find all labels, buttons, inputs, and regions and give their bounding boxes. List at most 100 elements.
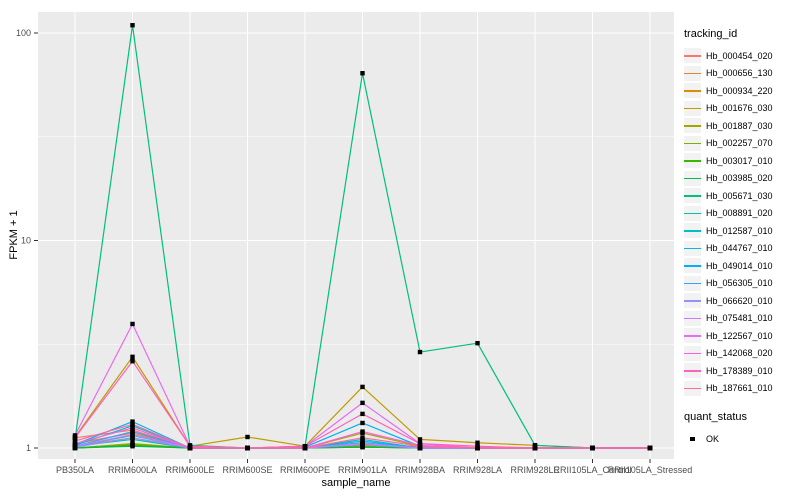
data-point [130,435,135,440]
data-point [360,384,365,390]
data-point [360,420,365,426]
legend-key-line-icon [684,230,701,232]
legend-entry: Hb_000454_020 [684,47,798,65]
x-tick-label: RRII105LA_Control [553,465,631,475]
legend-entry: Hb_001887_030 [684,117,798,135]
data-point [475,440,480,445]
legend-key-line-icon [684,300,701,302]
data-point [130,23,135,28]
legend-entry: Hb_005671_030 [684,187,798,205]
legend-key-swatch [684,170,701,186]
legend-entry-label: Hb_142068_020 [706,348,773,359]
legend-key-swatch [684,240,701,256]
data-point [360,435,365,440]
legend-entry-label: Hb_005671_030 [706,190,773,201]
legend-key-line-icon [684,370,701,372]
data-point [647,445,653,451]
legend-entry-label: Hb_001676_030 [706,103,773,114]
data-point [130,359,135,364]
data-point [360,429,365,434]
data-point [130,321,135,327]
legend-entry-label: Hb_008891_020 [706,208,773,219]
legend-entry-quant: OK [684,430,798,448]
data-point [532,443,538,448]
legend-key-line-icon [684,125,701,127]
x-tick-label: RRIM600SE [222,465,272,475]
legend-key-swatch [684,205,701,221]
y-axis-title: FPKM + 1 [8,210,20,260]
x-tick-label: PB350LA [56,465,94,475]
x-tick-label: RRIM928LA [453,465,502,475]
legend: tracking_id Hb_000454_020 Hb_000656_130 Hb… [684,28,798,448]
data-point [360,411,365,417]
legend-entry: Hb_187661_010 [684,380,798,398]
legend-key-swatch [684,380,701,396]
legend-title-quant-status: quant_status [684,411,747,423]
legend-entry: Hb_003985_020 [684,170,798,188]
legend-entry-label: Hb_056305_010 [706,278,773,289]
legend-entry-label: Hb_000934_220 [706,85,773,96]
data-point [130,444,135,449]
legend-key-line-icon [684,352,701,354]
y-tick-label: 10 [21,236,31,246]
data-point [417,437,423,442]
data-point [245,434,250,440]
legend-entry: Hb_178389_010 [684,362,798,380]
data-point [72,433,78,438]
data-point [72,438,78,444]
data-point [360,444,365,450]
black-square-point-icon [690,436,695,441]
legend-tracking-entries: Hb_000454_020 Hb_000656_130 Hb_000934_220 H… [684,47,798,397]
legend-key-line-icon [684,282,701,284]
legend-entry: Hb_075481_010 [684,310,798,328]
legend-title-tracking-id: tracking_id [684,28,738,40]
legend-entry-label: Hb_044767_010 [706,243,773,254]
x-tick-label: RRIM600LA [108,465,157,475]
data-point [475,340,480,346]
data-point [532,445,538,451]
legend-key-swatch [684,258,701,274]
legend-key-line-icon [684,247,701,249]
legend-key-swatch [684,275,701,291]
legend-entry: Hb_056305_010 [684,275,798,293]
data-point [72,444,78,449]
legend-entry: Hb_012587_010 [684,222,798,240]
legend-key-line-icon [684,55,701,57]
x-tick-label: RRIM600LE [165,465,214,475]
legend-key-line-icon [684,177,701,179]
data-point [417,444,423,449]
legend-key-line-icon [684,72,701,74]
data-point [302,445,308,451]
data-point [130,425,135,431]
legend-quant-entries: OK [684,430,798,448]
data-point [72,441,78,446]
legend-key-line-icon [684,107,701,109]
x-axis-title: sample_name [321,477,391,489]
data-point [130,419,135,424]
legend-key-swatch [684,328,701,344]
legend-entry: Hb_044767_010 [684,240,798,258]
legend-entry: Hb_049014_010 [684,257,798,275]
legend-key-swatch [684,363,701,379]
legend-key-swatch [684,135,701,151]
x-tick-label: RRIM600PE [280,465,330,475]
legend-entry-label: Hb_000656_130 [706,68,773,79]
legend-key-line-icon [684,265,701,267]
legend-key-line-icon [684,142,701,144]
x-tick-label: RRIM901LA [338,465,387,475]
y-tick-label: 1 [26,443,31,453]
legend-entry-label: Hb_000454_020 [706,50,773,61]
legend-entry: Hb_142068_020 [684,345,798,363]
legend-entry-label: Hb_178389_010 [706,365,773,376]
legend-entry-label: Hb_003985_020 [706,173,773,184]
legend-key-swatch [684,65,701,81]
data-point [360,400,365,406]
data-point [417,441,423,446]
legend-entry-label: Hb_001887_030 [706,120,773,131]
data-point [130,432,135,437]
legend-key-swatch [684,293,701,309]
legend-key-swatch [684,223,701,239]
legend-entry: Hb_001676_030 [684,100,798,118]
